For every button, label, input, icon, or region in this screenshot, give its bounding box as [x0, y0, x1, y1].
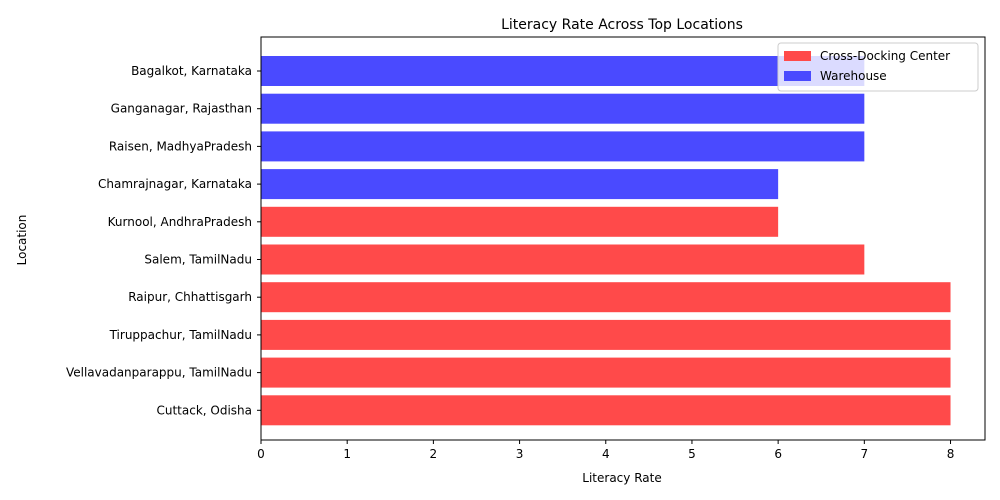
x-tick-label: 5: [688, 447, 696, 461]
chart-title: Literacy Rate Across Top Locations: [501, 17, 743, 33]
bar: [261, 244, 865, 275]
bar: [261, 93, 865, 124]
bar: [261, 282, 951, 313]
bar: [261, 357, 951, 388]
x-axis-ticks: 0 1 2 3 4 5 6 7 8: [257, 440, 954, 461]
y-tick-label: Bagalkot, Karnataka: [131, 64, 252, 78]
x-tick-label: 2: [430, 447, 438, 461]
x-tick-label: 8: [947, 447, 955, 461]
y-tick-label: Salem, TamilNadu: [144, 253, 252, 267]
y-tick-label: Vellavadanparappu, TamilNadu: [66, 366, 252, 380]
y-tick-label: Raisen, MadhyaPradesh: [109, 139, 252, 153]
y-tick-label: Ganganagar, Rajasthan: [111, 102, 252, 116]
x-tick-label: 3: [516, 447, 524, 461]
y-tick-label: Cuttack, Odisha: [156, 403, 252, 417]
legend-label: Warehouse: [820, 69, 887, 83]
y-tick-label: Raipur, Chhattisgarh: [128, 290, 252, 304]
x-tick-label: 7: [861, 447, 869, 461]
legend-frame: [777, 42, 979, 92]
legend-swatch: [784, 51, 811, 61]
x-tick-label: 6: [774, 447, 782, 461]
bar: [261, 319, 951, 350]
x-tick-label: 1: [343, 447, 351, 461]
y-tick-label: Chamrajnagar, Karnataka: [98, 177, 252, 191]
y-axis-ticks: Bagalkot, Karnataka Ganganagar, Rajasthan…: [66, 64, 261, 417]
plot-frame: [260, 36, 986, 441]
x-tick-label: 4: [602, 447, 610, 461]
legend-swatch: [784, 71, 811, 81]
legend: Cross-Docking Center Warehouse: [777, 42, 979, 92]
y-tick-label: Kurnool, AndhraPradesh: [108, 215, 252, 229]
x-axis-label: Literacy Rate: [582, 471, 661, 485]
y-tick-label: Tiruppachur, TamilNadu: [109, 328, 252, 342]
x-tick-label: 0: [257, 447, 265, 461]
bar: [261, 206, 779, 237]
bar: [261, 169, 779, 200]
bars-layer: [261, 56, 951, 426]
bar: [261, 56, 865, 86]
bar: [261, 395, 951, 426]
legend-label: Cross-Docking Center: [820, 49, 950, 63]
bar: [261, 131, 865, 162]
y-axis-label: Location: [15, 215, 29, 266]
